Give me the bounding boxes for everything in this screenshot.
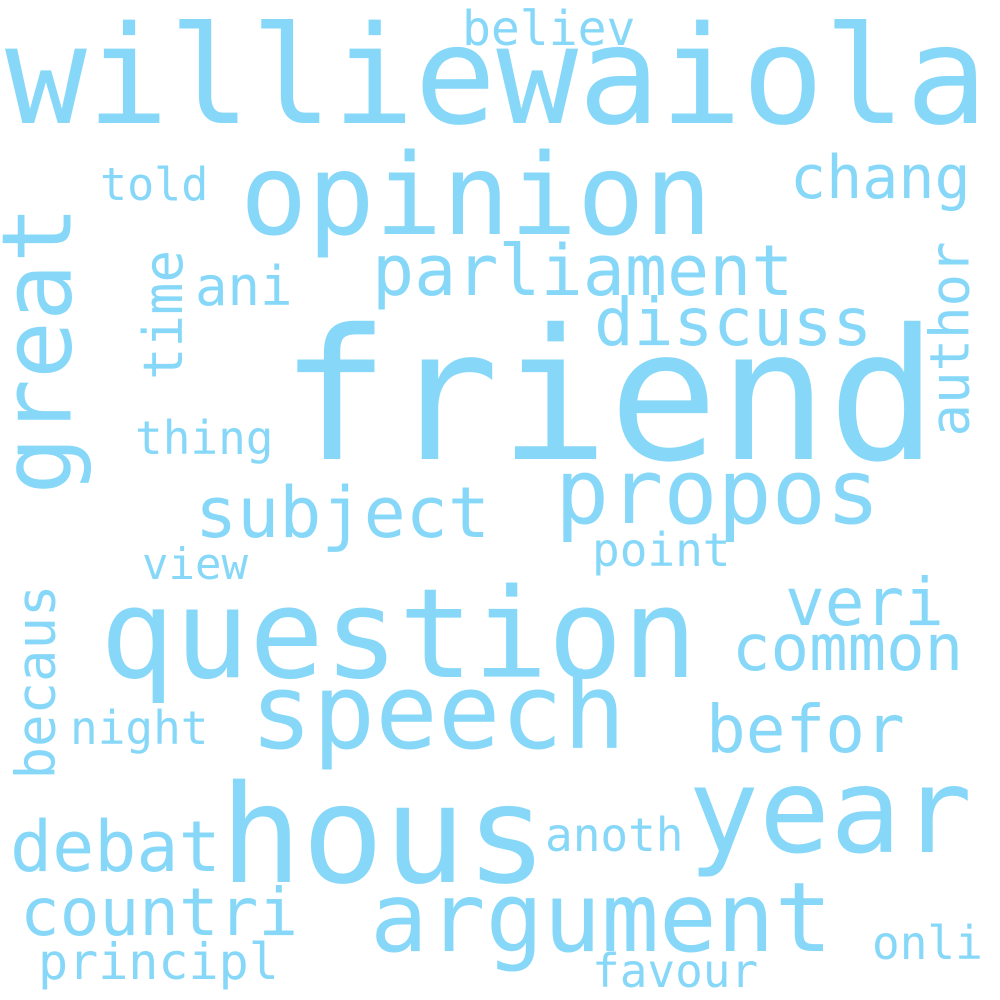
word-ani: ani	[195, 255, 293, 318]
word-favour: favour	[592, 944, 759, 998]
word-great: great	[0, 205, 94, 495]
word-onli: onli	[872, 916, 983, 970]
word-subject: subject	[195, 472, 491, 554]
word-thing: thing	[135, 411, 274, 465]
word-becaus: becaus	[4, 584, 68, 780]
word-chang: chang	[790, 143, 971, 213]
word-night: night	[70, 701, 209, 755]
word-friend: friend	[280, 290, 938, 502]
word-question: question	[100, 563, 698, 707]
word-befor: befor	[706, 691, 905, 768]
word-williewaiola: williewaiola	[5, 0, 988, 156]
word-countri: countri	[20, 874, 299, 951]
word-anoth: anoth	[545, 808, 684, 862]
word-parliament: parliament	[372, 230, 794, 312]
word-time: time	[132, 249, 196, 381]
word-believ: believ	[462, 1, 636, 57]
word-argument: argument	[370, 862, 833, 974]
word-speech: speech	[250, 651, 626, 773]
word-veri: veri	[785, 564, 944, 641]
word-year: year	[688, 742, 973, 880]
word-principl: principl	[38, 933, 279, 991]
word-debat: debat	[10, 806, 221, 888]
word-common: common	[732, 612, 964, 686]
word-opinion: opinion	[240, 131, 713, 261]
word-told: told	[100, 158, 209, 211]
word-discuss: discuss	[594, 284, 873, 361]
word-view: view	[142, 539, 248, 590]
word-point: point	[592, 523, 731, 577]
word-hous: hous	[220, 757, 548, 915]
word-propos: propos	[555, 440, 881, 545]
